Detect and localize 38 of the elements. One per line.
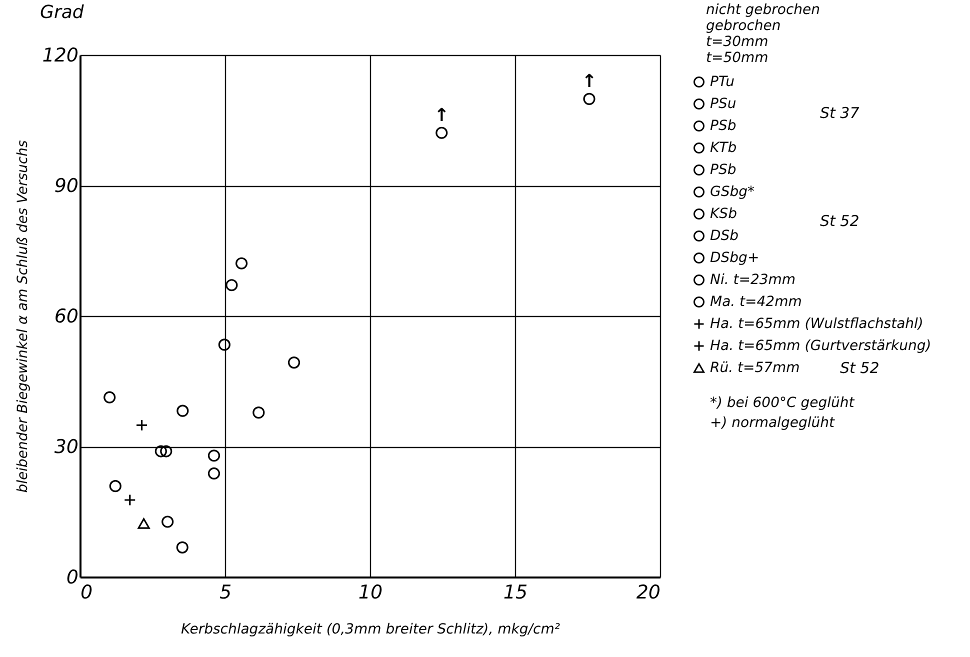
legend-label: Rü. t=57mm <box>710 360 800 376</box>
y-tick-label: 90 <box>54 175 78 197</box>
legend-label: DSbg+ <box>710 250 760 266</box>
text: t=30mm <box>706 34 768 50</box>
legend-label: Ha. t=65mm (Wulstflachstahl) <box>710 316 924 332</box>
legend-label: PTu <box>710 74 735 90</box>
x-tick-label: 0 <box>80 582 93 604</box>
y-tick-label: 30 <box>54 436 78 458</box>
text: gebrochen <box>706 18 781 34</box>
legend-label: GSbg* <box>710 184 755 200</box>
legend-label: KSb <box>710 206 738 222</box>
text: St 52 <box>820 212 860 230</box>
text: St 37 <box>820 104 860 122</box>
text: *) bei 600°C geglüht <box>710 395 855 411</box>
y-axis-title: bleibender Biegewinkel α am Schluß des Versuchs <box>15 140 32 493</box>
x-tick-label: 20 <box>636 582 660 604</box>
x-tick-label: 15 <box>503 582 528 604</box>
text: t=50mm <box>706 50 768 66</box>
annotation: ↑ <box>582 70 597 92</box>
legend-label: PSb <box>710 118 736 134</box>
x-tick-label: 10 <box>358 582 383 604</box>
y-tick-label: 120 <box>42 44 78 66</box>
legend-label: KTb <box>710 140 737 156</box>
legend-label: PSu <box>710 96 736 112</box>
legend-label: Ni. t=23mm <box>710 272 796 288</box>
text: St 52 <box>840 359 880 377</box>
text: Grad <box>40 2 84 23</box>
y-tick-label: 0 <box>66 566 78 588</box>
annotation: ↑ <box>434 104 450 126</box>
y-tick-label: 60 <box>54 306 78 328</box>
text: nicht gebrochen <box>706 2 820 18</box>
legend-label: DSb <box>710 228 739 244</box>
x-tick-label: 5 <box>219 582 232 604</box>
x-axis-title: Kerbschlagzähigkeit (0,3mm breiter Schlitz), mkg/cm² <box>181 622 560 638</box>
legend-label: Ha. t=65mm (Gurtverstärkung) <box>710 338 932 354</box>
legend-label: Ma. t=42mm <box>710 294 802 310</box>
legend-label: PSb <box>710 162 736 178</box>
text: +) normalgeglüht <box>710 415 835 431</box>
